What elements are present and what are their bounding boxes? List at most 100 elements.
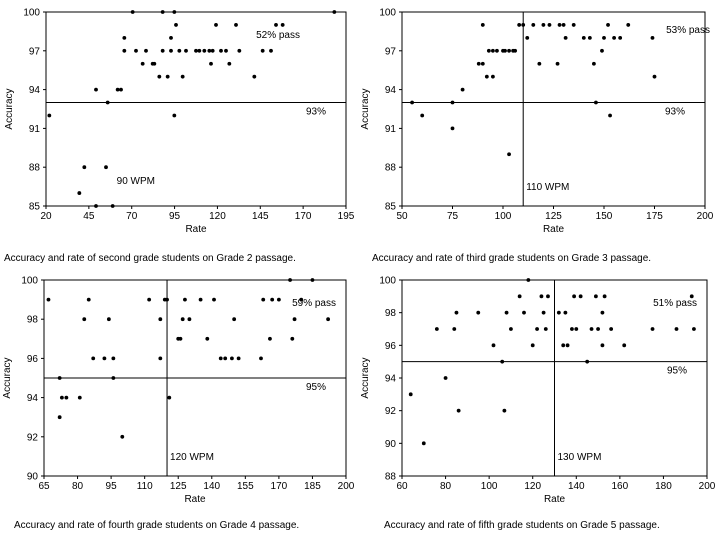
p2-x-tick-label: 95 <box>106 481 118 492</box>
p2-data-point <box>259 356 263 361</box>
p1-data-point <box>486 48 491 53</box>
p1-data-point <box>491 48 495 53</box>
p2-data-point <box>120 434 125 439</box>
p2-data-point <box>57 376 62 380</box>
p0-data-point <box>160 10 165 14</box>
p2-data-point <box>223 356 228 361</box>
p2-data-point <box>310 278 315 282</box>
p3-data-point <box>502 408 507 413</box>
p0-data-point <box>130 10 135 14</box>
p1-data-point <box>602 35 606 40</box>
p3-x-tick-label: 80 <box>440 481 452 492</box>
p0-data-point <box>115 87 120 92</box>
p1-data-point <box>495 48 499 53</box>
p0-data-point <box>119 87 123 92</box>
p0-data-point <box>260 48 265 53</box>
p0-y-axis-title: Accuracy <box>4 88 15 129</box>
p1-data-point <box>547 23 552 27</box>
p1-x-tick-label: 50 <box>396 211 408 222</box>
p0-plot-frame <box>45 11 347 207</box>
p2-x-tick-label: 185 <box>304 481 321 492</box>
p3-x-tick-label: 100 <box>481 481 498 492</box>
p3-data-point <box>650 327 655 331</box>
p2-data-point <box>147 297 152 302</box>
p3-y-tick-label: 88 <box>385 472 397 483</box>
p0-accuracy-threshold-label: 93% <box>306 107 326 118</box>
p2-data-point <box>86 297 91 302</box>
p0-data-point <box>252 74 257 79</box>
p2-data-point <box>158 356 163 361</box>
p2-data-point <box>102 356 107 361</box>
p3-y-axis-title: Accuracy <box>360 357 371 398</box>
p3-data-point <box>593 294 598 299</box>
p3-x-tick-label: 200 <box>699 481 716 492</box>
p0-data-point <box>219 48 223 53</box>
p0-data-point <box>207 48 212 53</box>
p0-data-point <box>269 48 273 53</box>
p0-x-tick-label: 120 <box>209 211 226 222</box>
p0-data-point <box>157 74 162 79</box>
p1-data-point <box>608 113 612 118</box>
p1-y-tick-label: 100 <box>379 8 396 19</box>
p1-rate-threshold-label: 110 WPM <box>526 182 569 193</box>
p3-y-tick-label: 100 <box>379 276 396 287</box>
p2-y-tick-label: 92 <box>27 432 39 443</box>
p2-data-point <box>178 336 183 341</box>
p0-x-axis-title: Rate <box>185 224 207 235</box>
p2-data-point <box>59 395 64 400</box>
caption-grade-3: Accuracy and rate of third grade student… <box>372 253 652 264</box>
p1-data-point <box>507 152 511 157</box>
p2-data-point <box>270 297 275 302</box>
p0-data-point <box>202 48 207 53</box>
p0-y-tick-label: 94 <box>29 85 41 96</box>
p3-data-point <box>600 343 605 348</box>
p3-data-point <box>674 327 679 331</box>
p3-data-point <box>602 294 607 299</box>
p1-y-tick-label: 91 <box>385 124 397 135</box>
p1-data-point <box>507 48 511 53</box>
p0-data-point <box>105 100 110 105</box>
p0-data-point <box>209 61 213 66</box>
p3-data-point <box>622 343 627 348</box>
p3-data-point <box>491 343 496 348</box>
p0-data-point <box>197 48 202 53</box>
p2-data-point <box>77 395 82 400</box>
p1-y-tick-label: 85 <box>385 202 397 213</box>
p3-x-tick-label: 180 <box>655 481 672 492</box>
p2-data-point <box>91 356 96 361</box>
p0-data-point <box>180 74 185 79</box>
p3-data-point <box>539 294 544 299</box>
p0-data-point <box>77 191 82 195</box>
p1-y-tick-label: 97 <box>385 46 397 57</box>
p0-data-point <box>152 61 157 66</box>
p0-pass-rate-label: 52% pass <box>256 30 300 41</box>
p0-data-point <box>210 48 215 53</box>
p3-y-tick-label: 92 <box>385 406 397 417</box>
p2-data-point <box>167 395 172 400</box>
p2-data-point <box>106 317 111 322</box>
p2-y-tick-label: 90 <box>27 472 39 483</box>
p0-data-point <box>94 204 98 208</box>
p3-data-point <box>574 327 579 331</box>
p1-data-point <box>581 35 586 40</box>
p1-data-point <box>587 35 592 40</box>
p1-data-point <box>612 35 616 40</box>
p0-x-tick-label: 195 <box>338 211 355 222</box>
p3-x-tick-label: 60 <box>396 481 408 492</box>
p1-data-point <box>626 23 631 27</box>
p0-y-tick-label: 88 <box>29 163 41 174</box>
p2-data-point <box>82 317 87 322</box>
p1-data-point <box>460 87 465 92</box>
p2-data-point <box>198 297 203 302</box>
p0-data-point <box>47 113 52 118</box>
p1-data-point <box>503 48 507 53</box>
p1-data-point <box>555 61 560 66</box>
p3-y-tick-label: 94 <box>385 374 397 385</box>
p3-data-point <box>454 310 459 315</box>
p0-data-point <box>234 23 238 27</box>
p2-data-point <box>268 336 272 341</box>
p2-data-point <box>111 356 116 361</box>
p3-data-point <box>535 327 539 331</box>
p1-data-point <box>480 23 485 27</box>
